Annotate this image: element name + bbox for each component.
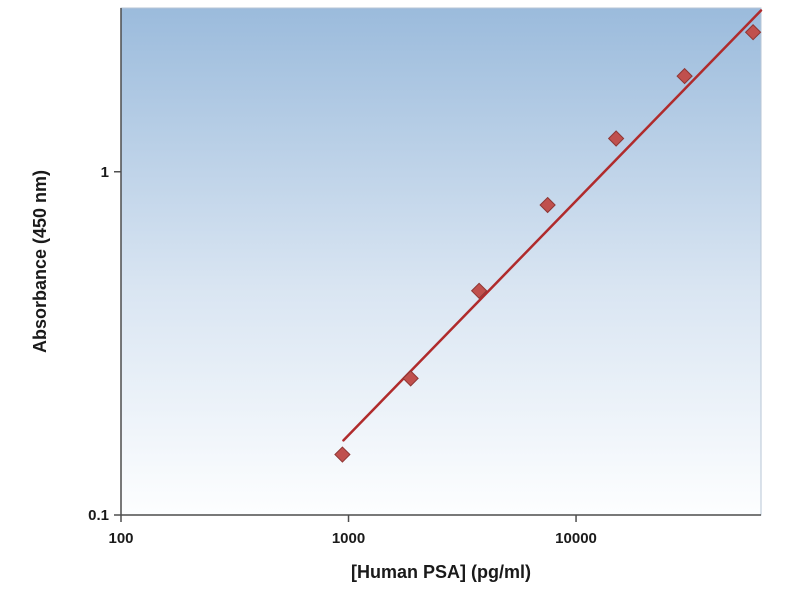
data-point (676, 67, 693, 85)
y-axis-title: Absorbance (450 nm) (30, 170, 50, 353)
data-point (539, 196, 556, 214)
plot-area (120, 7, 762, 516)
y-tick-label: 1 (101, 164, 109, 181)
x-tick-label: 100 (108, 530, 133, 547)
data-point (470, 282, 488, 300)
axis-ticks: 100 1000 10000 0.1 1 (88, 164, 597, 547)
data-point (607, 130, 625, 147)
data-point (744, 24, 762, 41)
x-tick-label: 1000 (332, 530, 365, 547)
trend-line-group (342, 9, 763, 442)
x-axis-title: [Human PSA] (pg/ml) (351, 562, 531, 582)
data-point (402, 370, 419, 387)
trend-line (342, 9, 763, 442)
y-tick-label: 0.1 (88, 507, 109, 524)
data-points-group (334, 24, 762, 463)
axis-lines (120, 8, 761, 516)
x-tick-label: 10000 (555, 530, 597, 547)
data-point (334, 446, 351, 463)
